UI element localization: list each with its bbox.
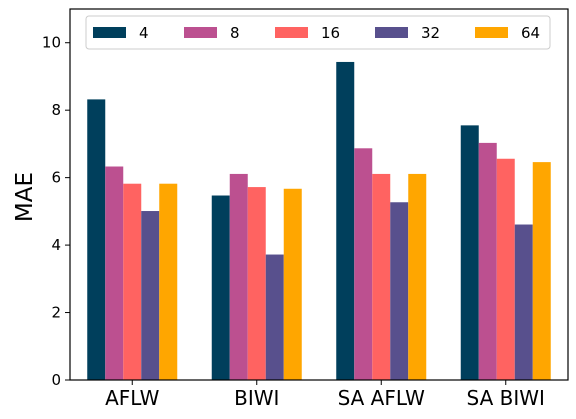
legend-label-4: 4 xyxy=(139,24,149,42)
bar-aflw-4 xyxy=(87,99,106,380)
legend-label-32: 32 xyxy=(421,24,440,42)
y-axis-label: MAE xyxy=(12,172,38,222)
legend-label-16: 16 xyxy=(321,24,340,42)
bar-biwi-32 xyxy=(265,254,284,380)
y-tick-label: 0 xyxy=(51,371,61,389)
y-tick-label: 6 xyxy=(51,169,61,187)
y-tick-label: 4 xyxy=(51,236,61,254)
x-axis: AFLW BIWI SA AFLW SA BIWI xyxy=(105,380,545,410)
bar-sa-biwi-4 xyxy=(460,125,479,380)
legend-label-8: 8 xyxy=(230,24,240,42)
legend-swatch-8 xyxy=(184,27,217,38)
legend-swatch-16 xyxy=(275,27,308,38)
legend-frame xyxy=(85,15,551,50)
y-tick-label: 2 xyxy=(51,304,61,322)
bar-sa-aflw-64 xyxy=(408,173,427,380)
x-tick-label: SA AFLW xyxy=(338,386,426,410)
bar-sa-biwi-8 xyxy=(478,142,497,380)
legend-swatch-32 xyxy=(375,27,408,38)
bar-sa-aflw-16 xyxy=(372,173,391,380)
bar-biwi-8 xyxy=(229,173,248,380)
legend-label-64: 64 xyxy=(521,24,540,42)
bar-sa-biwi-16 xyxy=(496,158,515,380)
bar-aflw-32 xyxy=(141,211,160,380)
plot-frame xyxy=(69,8,569,381)
bar-aflw-16 xyxy=(123,183,142,380)
bar-sa-biwi-64 xyxy=(532,162,551,380)
bars-layer xyxy=(87,61,551,381)
bar-biwi-4 xyxy=(211,195,230,380)
x-tick-label: AFLW xyxy=(105,386,159,410)
x-tick-label: SA BIWI xyxy=(467,386,545,410)
bar-biwi-16 xyxy=(247,187,266,380)
y-tick-label: 8 xyxy=(51,101,61,119)
bar-sa-aflw-4 xyxy=(336,61,355,381)
legend: 4 8 16 32 64 xyxy=(85,15,551,50)
bar-sa-aflw-8 xyxy=(354,148,373,380)
bar-sa-aflw-32 xyxy=(390,202,409,380)
bar-aflw-8 xyxy=(105,166,124,380)
legend-swatch-64 xyxy=(475,27,508,38)
y-tick-label: 10 xyxy=(42,34,61,52)
legend-swatch-4 xyxy=(93,27,126,38)
bar-sa-biwi-32 xyxy=(514,224,533,380)
bar-aflw-64 xyxy=(159,183,178,380)
y-axis: 0 2 4 6 8 10 xyxy=(42,34,70,389)
bar-biwi-64 xyxy=(283,188,302,380)
x-tick-label: BIWI xyxy=(234,386,279,410)
